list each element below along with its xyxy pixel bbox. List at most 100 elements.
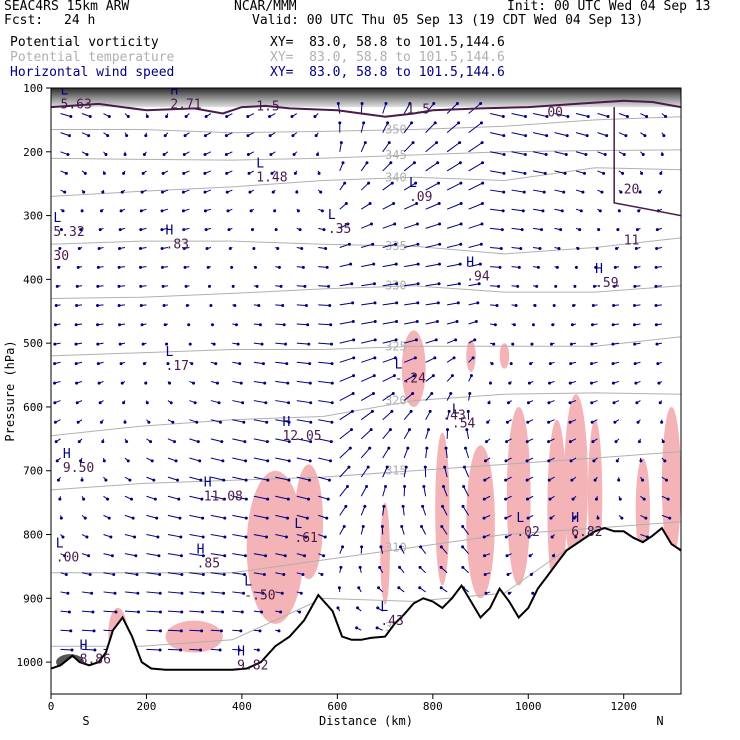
wind-vector: [468, 142, 483, 153]
wind-vector-head: [179, 629, 183, 633]
extremum-marker: L: [409, 176, 417, 191]
wind-vector: [490, 266, 501, 268]
wind-vector-head: [242, 420, 246, 424]
wind-vector: [81, 591, 92, 594]
wind-vector-head: [360, 545, 364, 549]
wind-vector-head: [239, 629, 243, 633]
wind-vector-head: [459, 222, 463, 226]
wind-vector: [253, 514, 268, 519]
wind-vector-head: [270, 171, 274, 175]
wind-vector-head: [384, 485, 388, 489]
wind-vector-head: [641, 153, 645, 157]
wind-vector-head: [394, 242, 398, 246]
wind-vector: [597, 113, 609, 117]
wind-vector-head: [201, 554, 205, 558]
y-tick-label: 900: [23, 592, 43, 605]
wind-vector: [103, 553, 113, 557]
wind-vector-head: [211, 323, 215, 327]
wind-vector-head: [449, 391, 453, 395]
wind-vector-head: [390, 181, 394, 185]
wind-vector-head: [400, 524, 404, 528]
wind-vector-head: [482, 535, 486, 539]
init-time: Init: 00 UTC Wed 04 Sep 13: [507, 0, 711, 14]
tropopause-shading: [51, 88, 681, 108]
wind-vector-head: [591, 440, 595, 444]
wind-vector-head: [474, 320, 478, 324]
wind-vector-head: [139, 284, 143, 288]
wind-vector-head: [365, 161, 369, 165]
wind-vector-head: [425, 446, 429, 450]
wind-vector: [360, 429, 372, 440]
wind-vector-head: [617, 478, 621, 482]
wind-vector: [446, 142, 460, 153]
wind-vector-head: [203, 134, 207, 138]
wind-vector-head: [160, 209, 164, 213]
wind-vector-head: [96, 362, 100, 366]
wind-vector-head: [174, 459, 178, 463]
wind-vector-head: [284, 342, 288, 346]
wind-vector-head: [119, 209, 123, 213]
wind-vector: [253, 400, 266, 404]
theta-contour-345: [51, 149, 681, 161]
wind-vector: [554, 151, 567, 156]
wind-vector-head: [516, 284, 520, 288]
wind-vector-head: [562, 190, 566, 194]
wind-vector-head: [441, 504, 445, 508]
wind-vector-head: [497, 284, 501, 288]
wind-vector-head: [525, 478, 529, 482]
wind-vector-head: [158, 648, 162, 652]
wind-vector-head: [662, 134, 666, 138]
wind-vector-head: [415, 202, 419, 206]
wind-vector: [447, 263, 461, 268]
wind-vector-head: [64, 572, 68, 576]
wind-vector: [337, 103, 341, 114]
wind-vector-head: [415, 320, 419, 324]
wind-vector-head: [307, 497, 311, 501]
wind-vector-head: [439, 545, 443, 549]
wind-vector-head: [641, 478, 645, 482]
wind-vector-head: [615, 459, 619, 463]
wind-vector-head: [394, 262, 398, 266]
wind-vector: [210, 534, 225, 538]
wind-vector-head: [330, 381, 334, 385]
wind-vector-head: [437, 282, 441, 286]
wind-vector-head: [394, 338, 398, 342]
wind-vector-head: [304, 535, 308, 539]
wind-vector: [425, 203, 440, 210]
wind-vector: [339, 302, 353, 306]
wind-vector-head: [508, 381, 512, 385]
wind-vector: [554, 132, 568, 137]
wind-vector-head: [633, 304, 637, 308]
wind-vector-head: [545, 115, 549, 119]
wind-vector: [296, 534, 307, 538]
wind-vector-head: [347, 242, 351, 246]
wind-vector: [318, 457, 331, 462]
wind-vector-head: [136, 591, 140, 595]
wind-vector: [468, 122, 482, 134]
wind-vector-head: [362, 121, 366, 125]
wind-vector-head: [541, 209, 545, 213]
wind-vector: [189, 553, 204, 557]
wind-vector: [232, 380, 242, 384]
wind-vector-head: [139, 228, 143, 232]
wind-vector-head: [320, 209, 324, 213]
wind-vector-head: [573, 284, 577, 288]
wind-vector-head: [204, 228, 208, 232]
wind-vector: [511, 151, 526, 156]
x-tick-label: 1200: [610, 700, 637, 713]
wind-vector-head: [462, 465, 466, 469]
wind-vector-head: [158, 629, 162, 633]
wind-vector-head: [393, 356, 397, 360]
wind-vector-head: [139, 209, 143, 213]
wind-vector-head: [244, 497, 248, 501]
wind-vector-head: [268, 115, 272, 119]
wind-vector-head: [479, 121, 483, 125]
wind-vector: [232, 438, 245, 443]
extremum-value: 5.63: [61, 97, 92, 112]
wind-vector-head: [70, 648, 74, 652]
wind-vector-head: [454, 338, 458, 342]
wind-vector-head: [633, 342, 637, 346]
wind-vector: [489, 132, 504, 137]
wind-vector-head: [56, 478, 60, 482]
wind-vector-head: [263, 381, 267, 385]
